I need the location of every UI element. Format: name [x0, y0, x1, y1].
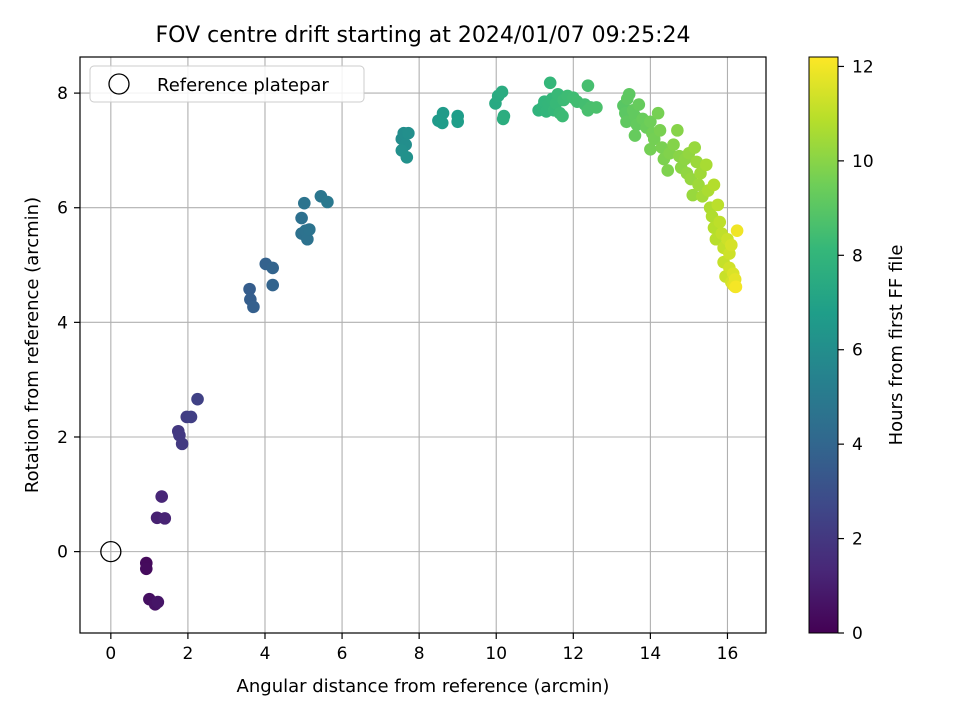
legend: Reference platepar [89, 65, 365, 103]
data-point [581, 79, 595, 92]
data-point [247, 300, 260, 314]
colorbar-tick-label: 12 [852, 57, 874, 77]
colorbar-tick-label: 0 [852, 624, 863, 644]
legend-label-reference: Reference platepar [157, 75, 329, 96]
data-point [688, 141, 702, 154]
data-point [175, 437, 189, 451]
data-point [297, 196, 311, 210]
data-point [243, 282, 256, 296]
legend-box [89, 65, 365, 103]
data-point [628, 129, 642, 142]
data-point [191, 392, 204, 406]
y-tick-label: 2 [57, 428, 68, 448]
x-tick-label: 12 [562, 644, 584, 664]
legend-marker-reference [108, 73, 130, 95]
y-axis-label: Rotation from reference (arcmin) [22, 197, 43, 493]
colorbar-tick-label: 4 [852, 435, 863, 455]
y-tick-label: 0 [57, 543, 68, 563]
data-point [711, 198, 725, 212]
data-point [496, 112, 510, 126]
x-tick-label: 8 [414, 644, 425, 664]
data-point [653, 124, 667, 137]
data-point [667, 138, 680, 151]
data-point [671, 124, 684, 137]
data-point [435, 116, 449, 130]
data-point [451, 115, 464, 129]
data-point [266, 261, 279, 275]
data-point [632, 98, 646, 111]
x-tick-label: 6 [337, 644, 348, 664]
colorbar-tick-label: 2 [852, 530, 863, 550]
scatter-points [100, 76, 744, 611]
x-tick-label: 14 [640, 644, 662, 664]
data-point [543, 76, 557, 90]
data-point [495, 85, 509, 99]
data-point [402, 126, 415, 140]
plot-frame [79, 56, 767, 634]
x-axis-label: Angular distance from reference (arcmin) [237, 676, 610, 697]
data-point [729, 280, 743, 294]
x-tick-label: 2 [182, 644, 193, 664]
y-axis-ticks: 0 2 4 6 8 [57, 84, 80, 563]
data-point [644, 115, 657, 129]
data-point [651, 106, 665, 120]
chart-title: FOV centre drift starting at 2024/01/07 … [156, 23, 691, 48]
data-point [644, 142, 657, 156]
y-tick-label: 8 [57, 84, 68, 104]
data-point [725, 238, 738, 252]
data-point [301, 232, 314, 246]
y-tick-label: 6 [57, 199, 68, 219]
data-point [321, 195, 334, 209]
y-tick-label: 4 [57, 313, 68, 333]
data-point [699, 158, 713, 172]
data-point [184, 410, 198, 424]
colorbar: 0 2 4 6 8 10 12 Hours from first FF file [808, 56, 907, 644]
reference-point-marker [100, 540, 122, 563]
data-point [151, 595, 165, 609]
x-axis-ticks: 0 2 4 6 8 10 12 14 16 [105, 633, 738, 664]
data-point [730, 224, 744, 237]
data-point [690, 155, 703, 169]
data-point [139, 562, 153, 576]
data-point [713, 215, 727, 229]
data-point [590, 101, 603, 114]
colorbar-tick-label: 8 [852, 246, 863, 266]
data-point [686, 188, 700, 202]
data-point [436, 106, 450, 120]
data-point [266, 278, 279, 292]
data-point [692, 178, 705, 192]
x-tick-label: 4 [260, 644, 271, 664]
data-point [155, 490, 169, 503]
data-point [556, 109, 569, 123]
data-point [661, 164, 675, 177]
data-point [295, 211, 308, 225]
colorbar-tick-label: 10 [852, 152, 874, 172]
data-point [707, 178, 721, 192]
data-point [303, 223, 316, 236]
data-point [400, 150, 414, 164]
colorbar-ticks: 0 2 4 6 8 10 12 [838, 57, 874, 644]
x-tick-label: 0 [105, 644, 116, 664]
data-point [622, 87, 636, 101]
colorbar-tick-label: 6 [852, 341, 863, 361]
colorbar-label: Hours from first FF file [886, 245, 907, 446]
x-tick-label: 10 [485, 644, 507, 664]
grid-lines [80, 57, 766, 633]
data-point [158, 512, 172, 525]
x-tick-label: 16 [717, 644, 739, 664]
colorbar-gradient [808, 56, 839, 634]
